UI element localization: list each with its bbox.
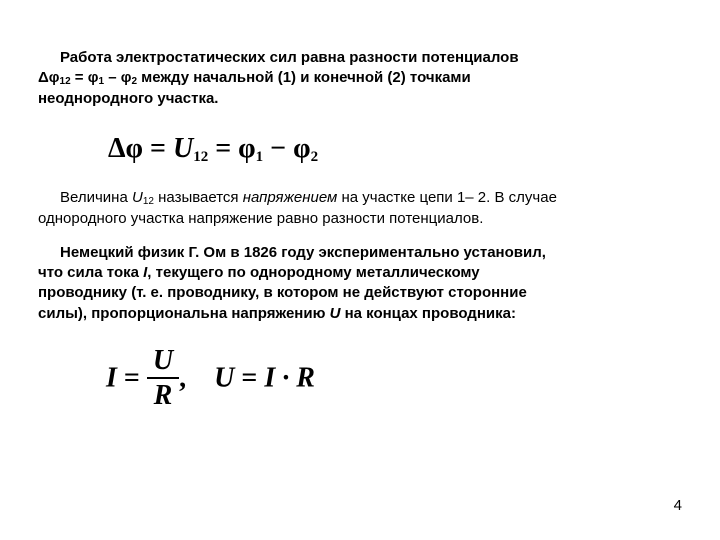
formula-1: Δφ = U12 = φ1 − φ2 [108, 133, 682, 166]
f2-den: R [147, 379, 179, 410]
p1-sub1: 12 [60, 76, 71, 87]
f2-I: I [106, 362, 117, 393]
f1-mid: = φ [208, 133, 255, 164]
paragraph-3: Немецкий физик Г. Ом в 1826 году экспери… [38, 243, 682, 324]
page-container: Работа электростатических сил равна разн… [0, 0, 720, 540]
f1-s2: 2 [311, 149, 319, 165]
p2-u: U [132, 189, 143, 206]
page-number: 4 [674, 497, 682, 514]
f2-U: U [214, 362, 234, 393]
f2-frac: UR [147, 346, 179, 411]
p2-line2: однородного участка напряжение равно раз… [38, 210, 483, 227]
p1-l2d: между начальной (1) и конечной (2) точка… [137, 69, 471, 86]
f2-eq2: = [234, 362, 264, 393]
p2-c: на участке цепи 1– 2. В случае [337, 189, 557, 206]
f1-s1: 1 [256, 149, 264, 165]
formula-2: I = UR, U = I · R [106, 346, 682, 411]
p2-term: напряжением [243, 189, 338, 206]
p2-a: Величина [60, 189, 132, 206]
p1-l2c: – φ [104, 69, 131, 86]
p1-l2a: Δφ [38, 69, 60, 86]
f2-eq: = [117, 362, 147, 393]
p2-usub: 12 [143, 196, 154, 207]
p1-l2b: = φ [71, 69, 99, 86]
p3-l4a: силы), пропорциональна напряжению [38, 305, 330, 322]
p2-b: называется [154, 189, 243, 206]
p3-l3: проводнику (т. е. проводнику, в котором … [38, 284, 527, 301]
paragraph-1: Работа электростатических сил равна разн… [38, 48, 682, 109]
f1-lhs: Δφ = [108, 133, 173, 164]
p3-l2b: , текущего по однородному металлическому [147, 264, 479, 281]
p3-l4b: на концах проводника: [340, 305, 516, 322]
f1-minus: − φ [263, 133, 310, 164]
p3-U: U [330, 305, 341, 322]
p1-line3: неоднородного участка. [38, 90, 218, 107]
p3-l1: Немецкий физик Г. Ом в 1826 году экспери… [60, 244, 546, 261]
f2-rhs: I · R [264, 362, 315, 393]
paragraph-2: Величина U12 называется напряжением на у… [38, 188, 682, 229]
f1-usub: 12 [193, 149, 208, 165]
p1-line1: Работа электростатических сил равна разн… [60, 49, 519, 66]
f1-u: U [173, 133, 193, 164]
p3-l2a: что сила тока [38, 264, 143, 281]
f2-sp [186, 362, 214, 393]
f2-num: U [147, 346, 179, 379]
